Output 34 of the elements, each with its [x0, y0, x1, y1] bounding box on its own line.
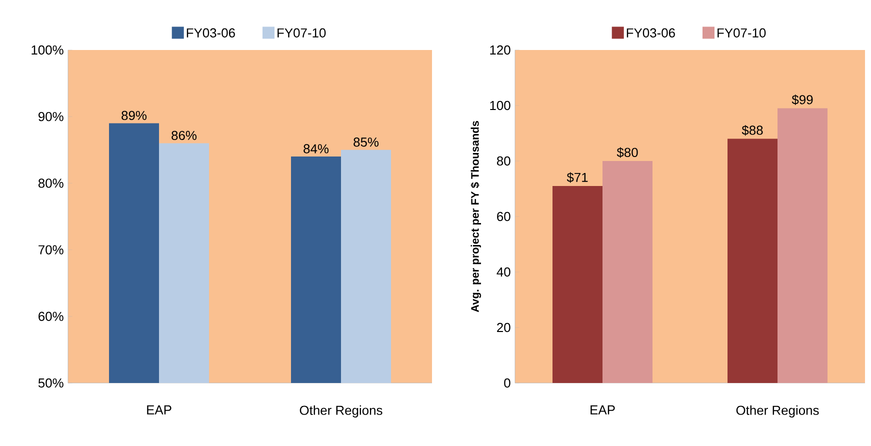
y-tick-label: 20 — [497, 322, 510, 332]
bar — [778, 108, 828, 383]
y-tick-label: 40 — [496, 267, 510, 277]
data-label: $71 — [566, 172, 588, 183]
bar — [728, 138, 778, 383]
legend-label: FY03-06 — [626, 28, 675, 38]
data-label: 84% — [304, 144, 329, 154]
x-tick-label: Other Regions — [736, 405, 819, 418]
y-tick-label: 120 — [490, 45, 510, 55]
data-label: $80 — [616, 147, 638, 158]
data-label: 89% — [122, 110, 147, 120]
y-axis-title: Avg. per project per FY $ Thousands — [470, 121, 482, 312]
y-tick-label: 80% — [38, 178, 64, 188]
data-label: 86% — [172, 130, 197, 140]
bar — [602, 160, 653, 383]
x-tick-label: EAP — [590, 405, 615, 414]
y-tick-label: 80 — [496, 156, 510, 166]
data-label: $99 — [792, 94, 813, 106]
y-tick-label: 50% — [38, 378, 64, 388]
x-tick-label: EAP — [147, 405, 172, 414]
y-tick-label: 0 — [504, 378, 510, 388]
legend-label: FY03-06 — [186, 28, 235, 38]
data-label: 85% — [354, 138, 379, 147]
legend-label: FY07-10 — [718, 28, 766, 38]
y-tick-label: 100% — [32, 45, 64, 55]
bar — [552, 186, 603, 383]
data-label: $88 — [742, 125, 763, 136]
legend-label: FY07-10 — [278, 28, 326, 38]
y-tick-label: 100 — [490, 100, 510, 110]
x-tick-label: Other Regions — [300, 405, 382, 418]
y-tick-label: 60 — [497, 212, 510, 222]
y-tick-label: 70% — [38, 245, 64, 254]
y-tick-label: 90% — [38, 112, 64, 122]
y-tick-label: 60% — [38, 312, 64, 321]
